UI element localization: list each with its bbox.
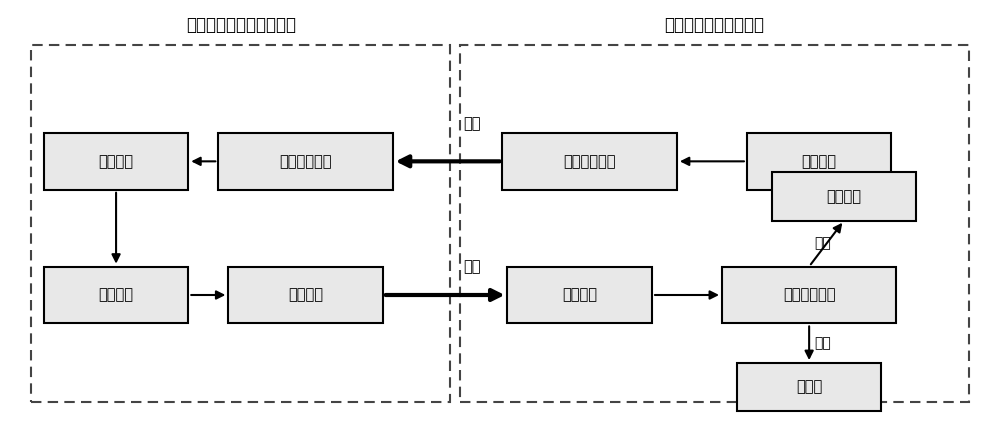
Text: 网络: 网络 [463,259,481,274]
Text: 正常: 正常 [814,336,831,350]
Text: 生产调度平台的上位机: 生产调度平台的上位机 [664,16,764,34]
Bar [747,133,891,190]
Text: 数据保存: 数据保存 [99,288,134,303]
Bar [502,133,677,190]
Bar [44,133,188,190]
Text: 异常: 异常 [814,236,831,250]
Bar [737,363,881,411]
Bar [722,266,896,324]
Text: 风险预警: 风险预警 [827,189,862,204]
Bar [772,172,916,220]
Text: 网络: 网络 [463,116,481,131]
Text: 数据库: 数据库 [796,380,822,395]
Bar [228,266,383,324]
Bar [218,133,393,190]
Text: 核查管理: 核查管理 [802,154,837,169]
Bar [507,266,652,324]
Text: 数据接收: 数据接收 [562,288,597,303]
Bar [31,45,450,402]
Text: 数据上传: 数据上传 [288,288,323,303]
Text: 自动化检定系统的下位机: 自动化检定系统的下位机 [186,16,296,34]
Bar [460,45,969,402]
Bar [44,266,188,324]
Text: 核查测量: 核查测量 [99,154,134,169]
Text: 核查任务接收: 核查任务接收 [279,154,332,169]
Text: 数据统计分析: 数据统计分析 [783,288,835,303]
Text: 核查任务下达: 核查任务下达 [564,154,616,169]
